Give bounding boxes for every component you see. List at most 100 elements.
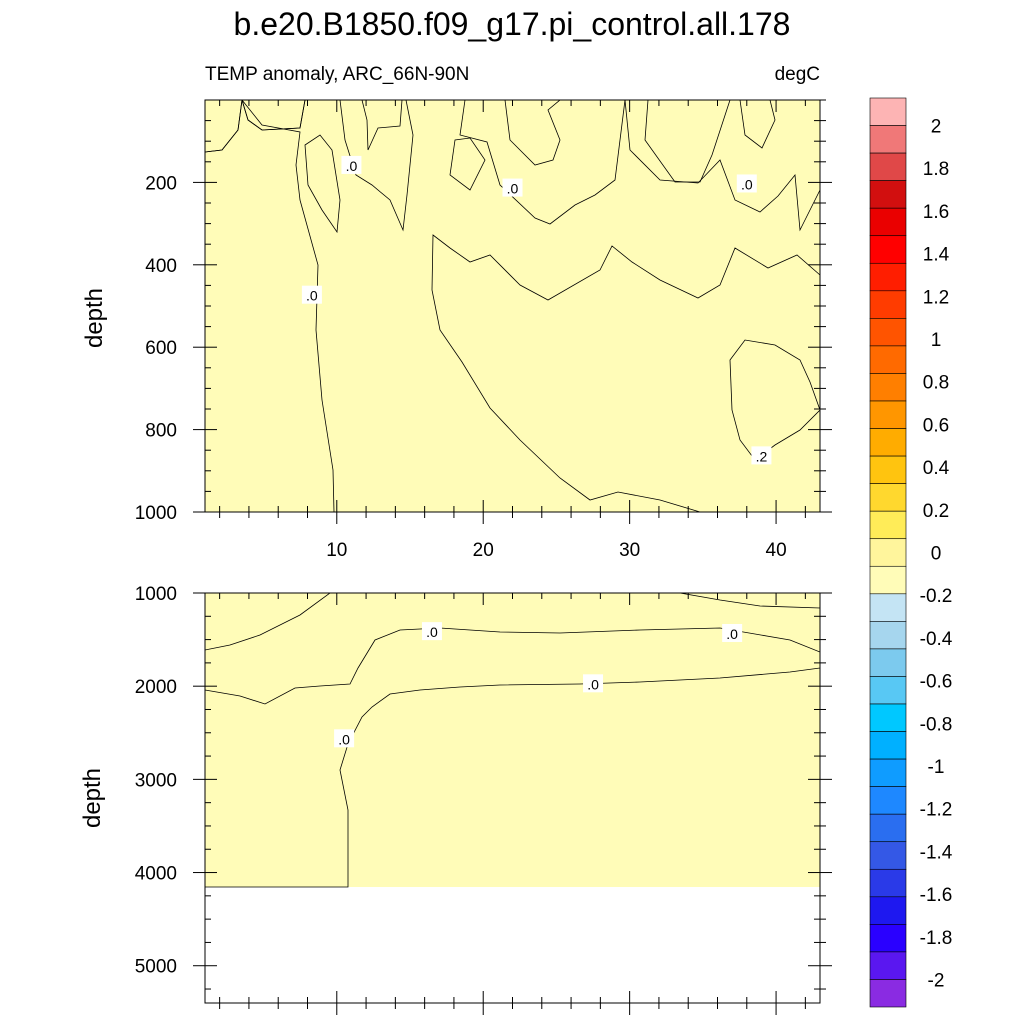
x-tick-label: 30	[619, 540, 640, 561]
colorbar-label: 0.2	[923, 501, 949, 522]
y-tick-label: 2000	[135, 677, 177, 698]
contour-label-bg	[341, 155, 362, 174]
colorbar-box	[869, 400, 907, 429]
colorbar-box	[869, 510, 907, 540]
contour-label-bg	[751, 446, 772, 465]
lower-contour-field	[205, 593, 820, 1003]
contour-label-bg	[736, 174, 757, 193]
lower-region-pos-thin	[679, 593, 820, 609]
colorbar-box	[869, 758, 907, 787]
colorbar-box	[869, 538, 907, 567]
y-tick-label: 5000	[135, 957, 177, 978]
lower-base-fill	[205, 593, 820, 887]
upper-axis: 10 20 30 40 200 400 600 800 1000	[135, 99, 832, 561]
colorbar-box	[869, 979, 907, 1008]
colorbar-box	[869, 373, 907, 402]
x-tick-label: 10	[326, 540, 347, 561]
upper-region-pos2-band	[431, 234, 820, 512]
colorbar-label: 0.4	[923, 458, 950, 479]
colorbar-box	[869, 180, 907, 209]
upper-region-neg2-c	[504, 100, 561, 166]
colorbar-box	[869, 731, 907, 760]
colorbar-box	[869, 207, 907, 237]
contour-label-bg	[334, 729, 355, 748]
contour-label-bg	[583, 674, 604, 693]
chart-units: degC	[775, 64, 820, 85]
contour-label-text: .0	[306, 288, 318, 304]
y-tick-label: 600	[145, 338, 177, 359]
y-tick-label: 200	[145, 173, 177, 194]
lower-ylabel: depth	[79, 768, 106, 828]
contour-label-bg	[421, 622, 442, 641]
colorbar-box	[869, 676, 907, 705]
upper-region-neg2-far-right	[644, 100, 731, 183]
colorbar-box	[869, 593, 907, 622]
contour-label-text: .0	[726, 626, 738, 642]
chart-title: b.e20.B1850.f09_g17.pi_control.all.178	[234, 6, 791, 42]
colorbar-label: -1.8	[920, 928, 953, 949]
contour-label: .0	[334, 729, 355, 748]
colorbar-label: -0.8	[920, 714, 953, 735]
contour-label: .2	[751, 446, 772, 465]
upper-panel: 10 20 30 40 200 400 600 800 1000 depth .0 .0 .0 .0.…	[81, 99, 832, 561]
colorbar-label: -0.4	[920, 629, 953, 650]
upper-contour-labels: .0 .0 .0 .0 .2	[301, 155, 772, 465]
colorbar-box	[869, 428, 907, 457]
colorbar-box	[869, 262, 907, 292]
upper-region-pos-vein	[304, 134, 341, 234]
upper-region-neg2-far-right-b	[739, 100, 776, 149]
chart-subtitle-left: TEMP anomaly, ARC_66N-90N	[205, 64, 469, 85]
y-tick-label: 4000	[135, 864, 177, 885]
colorbar-box	[869, 152, 907, 181]
upper-region-neg2-mid	[361, 100, 403, 151]
colorbar-label: 1.4	[923, 245, 950, 266]
y-tick-label: 1000	[135, 584, 177, 605]
lower-region-neg1-left	[205, 593, 331, 651]
colorbar-box	[869, 868, 907, 898]
x-tick-label: 20	[473, 540, 494, 561]
colorbar-box	[869, 565, 907, 595]
colorbar-box	[869, 318, 907, 347]
colorbar-label: -1	[928, 757, 945, 778]
y-tick-label: 3000	[135, 770, 177, 791]
upper-region-pos3-blob	[729, 339, 820, 461]
lower-axis: 1000 2000 3000 4000 5000	[135, 584, 832, 1015]
colorbar-label: 1.6	[923, 202, 949, 223]
colorbar: 2 1.8 1.6 1.4 1.2 1 0.8 0.6 0.4 0.2 0 -0.2 -0.4 -0.6 -…	[869, 97, 953, 1008]
y-tick-label: 800	[145, 421, 177, 442]
colorbar-label: -1.4	[920, 842, 953, 863]
upper-region-neg1-left	[205, 100, 335, 512]
contour-label-bg	[502, 178, 523, 197]
contour-label: .0	[421, 622, 442, 641]
colorbar-label: 1.8	[923, 159, 949, 180]
colorbar-box	[869, 621, 907, 650]
colorbar-label: 2	[931, 117, 942, 138]
colorbar-box	[869, 786, 907, 815]
colorbar-label: -0.2	[920, 586, 953, 607]
colorbar-label: 1.2	[923, 287, 949, 308]
colorbar-label: 1	[931, 330, 942, 351]
contour-label: .0	[502, 178, 523, 197]
colorbar-box	[869, 345, 907, 374]
colorbar-box	[869, 703, 907, 732]
colorbar-label: -0.6	[920, 672, 953, 693]
colorbar-label: 0.8	[923, 373, 949, 394]
colorbar-labels: 2 1.8 1.6 1.4 1.2 1 0.8 0.6 0.4 0.2 0 -0.2 -0.4 -0.6 -…	[920, 117, 953, 992]
colorbar-box	[869, 235, 907, 264]
colorbar-label: -1.6	[920, 885, 953, 906]
upper-region-neg1-right	[459, 100, 626, 225]
contour-label-bg	[301, 285, 322, 304]
contour-label: .0	[301, 285, 322, 304]
colorbar-box	[869, 896, 907, 925]
colorbar-label: 0	[931, 544, 942, 565]
colorbar-boxes	[869, 97, 907, 1008]
colorbar-box	[869, 951, 907, 980]
contour-label-text: .2	[756, 448, 768, 464]
lower-panel: 1000 2000 3000 4000 5000 depth .0 .0 .0 .0	[79, 584, 832, 1015]
colorbar-box	[869, 97, 907, 126]
upper-contour-field	[205, 100, 820, 512]
lower-contour-labels: .0 .0 .0 .0	[334, 622, 743, 748]
contour-label-bg	[722, 624, 743, 642]
contour-label: .0	[736, 174, 757, 193]
